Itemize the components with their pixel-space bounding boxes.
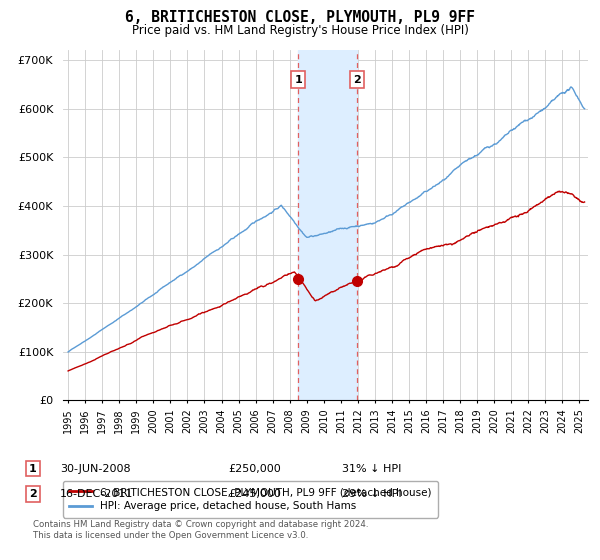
Text: 29% ↓ HPI: 29% ↓ HPI (342, 489, 401, 499)
Text: 31% ↓ HPI: 31% ↓ HPI (342, 464, 401, 474)
Text: 2: 2 (29, 489, 37, 499)
Text: £245,000: £245,000 (228, 489, 281, 499)
Text: Contains HM Land Registry data © Crown copyright and database right 2024.
This d: Contains HM Land Registry data © Crown c… (33, 520, 368, 540)
Text: Price paid vs. HM Land Registry's House Price Index (HPI): Price paid vs. HM Land Registry's House … (131, 24, 469, 36)
Text: 6, BRITICHESTON CLOSE, PLYMOUTH, PL9 9FF: 6, BRITICHESTON CLOSE, PLYMOUTH, PL9 9FF (125, 10, 475, 25)
Bar (298, 50, 357, 400)
Legend: 6, BRITICHESTON CLOSE, PLYMOUTH, PL9 9FF (detached house), HPI: Average price, d: 6, BRITICHESTON CLOSE, PLYMOUTH, PL9 9FF… (63, 481, 438, 517)
Text: £250,000: £250,000 (228, 464, 281, 474)
Text: 2: 2 (353, 74, 361, 85)
Text: 16-DEC-2011: 16-DEC-2011 (60, 489, 133, 499)
Text: 1: 1 (295, 74, 302, 85)
Text: 1: 1 (29, 464, 37, 474)
Text: 30-JUN-2008: 30-JUN-2008 (60, 464, 131, 474)
